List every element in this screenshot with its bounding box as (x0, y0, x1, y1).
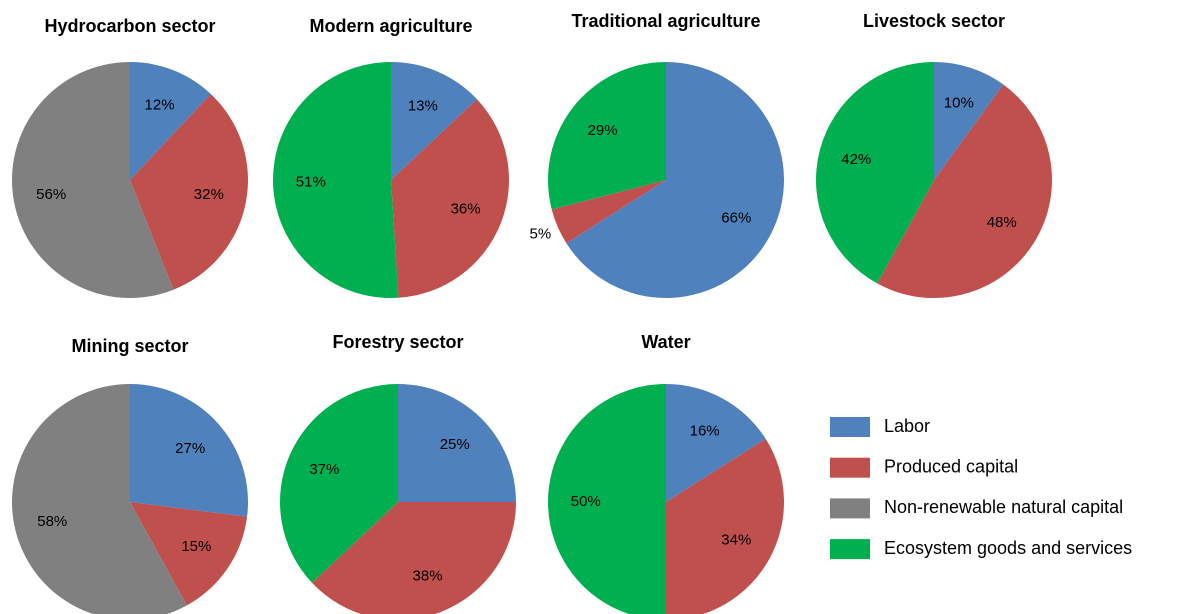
pie-slice (130, 384, 248, 517)
data-label: 25% (440, 436, 470, 453)
data-label: 5% (530, 225, 552, 242)
legend-swatch (830, 498, 870, 519)
data-label: 56% (36, 186, 66, 203)
data-label: 29% (588, 122, 618, 139)
pie-slice (934, 62, 1004, 180)
pie-slice (12, 384, 187, 614)
pie-slice (11, 62, 174, 299)
pie-title: Traditional agriculture (571, 11, 760, 31)
pie-slice (548, 62, 666, 210)
data-label: 27% (175, 440, 205, 457)
data-label: 42% (841, 151, 871, 168)
pie-slice (311, 502, 516, 614)
data-label: 37% (309, 461, 339, 478)
data-label: 38% (413, 568, 443, 585)
data-label: 48% (987, 214, 1017, 231)
pie-slice (548, 384, 666, 614)
pie-slice (816, 62, 934, 284)
legend-swatch (830, 539, 870, 560)
data-label: 16% (690, 423, 720, 440)
legend-label: Ecosystem goods and services (884, 538, 1132, 558)
pie-title: Mining sector (71, 336, 188, 356)
pie-title: Livestock sector (863, 11, 1005, 31)
legend-label: Produced capital (884, 456, 1018, 476)
data-label: 13% (408, 97, 438, 114)
pie-slice (130, 62, 211, 180)
data-label: 50% (571, 493, 601, 510)
pie-title: Modern agriculture (309, 16, 472, 36)
pie-slice (398, 384, 516, 502)
pie-slice (391, 99, 509, 298)
pie-title: Water (641, 332, 690, 352)
pie-title: Hydrocarbon sector (44, 16, 215, 36)
pie-slice (130, 93, 248, 290)
data-label: 58% (37, 513, 67, 530)
data-label: 51% (296, 173, 326, 190)
legend-label: Labor (884, 416, 930, 436)
data-label: 66% (721, 210, 751, 227)
legend-label: Non-renewable natural capital (884, 497, 1123, 517)
pie-slice (666, 384, 766, 502)
data-label: 36% (451, 201, 481, 218)
data-label: 34% (721, 532, 751, 549)
pie-slice (566, 62, 784, 298)
pie-slice (391, 62, 478, 180)
pie-slice (877, 84, 1052, 298)
pie-slice (130, 502, 248, 606)
legend-swatch (830, 417, 870, 437)
data-label: 10% (944, 95, 974, 112)
data-label: 12% (145, 96, 175, 113)
pie-slice (279, 384, 398, 583)
pie-title: Forestry sector (332, 332, 463, 352)
data-label: 15% (181, 538, 211, 555)
data-label: 32% (194, 186, 224, 203)
pie-slice (666, 438, 784, 614)
pie-slice (272, 62, 399, 299)
pie-slice (551, 180, 666, 244)
legend-swatch (830, 457, 870, 478)
